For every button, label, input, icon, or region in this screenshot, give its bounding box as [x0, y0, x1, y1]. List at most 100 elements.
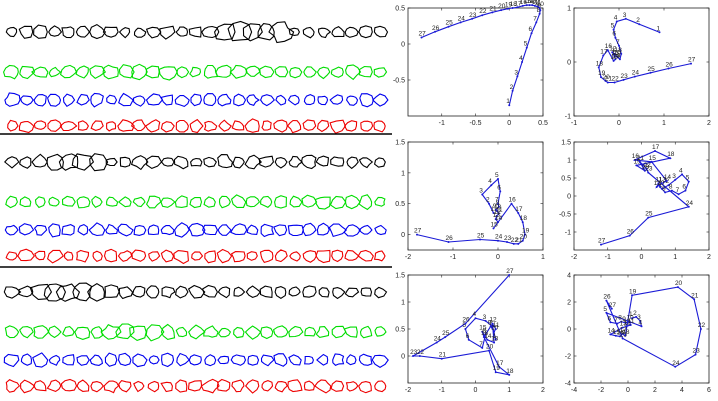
shape-outline — [90, 120, 104, 131]
trajectory-point — [684, 189, 687, 192]
shape-outline — [316, 353, 329, 366]
trajectory-point — [638, 23, 641, 26]
point-label: 5 — [611, 23, 615, 30]
point-label: 20 — [498, 3, 506, 10]
shape-outline — [160, 323, 176, 340]
trajectory-point — [639, 319, 642, 322]
trajectory-point — [489, 325, 492, 328]
shape-outline — [315, 155, 329, 167]
shape-outline — [146, 155, 163, 170]
trajectory-point — [628, 320, 631, 323]
x-tick-label: 0.5 — [538, 120, 548, 127]
point-label: 13 — [612, 50, 620, 57]
point-label: 8 — [537, 7, 541, 14]
point-label: 7 — [676, 187, 680, 194]
point-label: 6 — [682, 184, 686, 191]
trajectory-point — [635, 315, 638, 318]
trajectory-point — [687, 205, 690, 208]
shape-outline — [117, 196, 132, 208]
shape-outline — [4, 92, 21, 107]
point-label: 16 — [632, 153, 640, 160]
point-label: 1 — [493, 333, 497, 340]
shape-outline — [217, 154, 233, 169]
shape-outline — [173, 155, 189, 170]
y-tick-label: 0.5 — [395, 327, 405, 334]
trajectory-point — [659, 186, 662, 188]
shape-outline — [230, 251, 246, 263]
shape-outline — [373, 120, 386, 133]
trajectory-point — [611, 51, 614, 54]
shape-outline — [29, 283, 53, 300]
trajectory-point — [650, 160, 653, 163]
shape-outline — [46, 379, 62, 393]
shape-outline — [189, 157, 203, 167]
shape-outline — [106, 121, 117, 132]
trajectory-point — [609, 333, 612, 336]
shape-outline — [287, 224, 304, 237]
plot-frame — [573, 141, 710, 251]
trajectory-point — [604, 79, 607, 82]
shape-outline — [303, 380, 315, 391]
x-tick-label: 1 — [662, 120, 666, 127]
point-label: 20 — [603, 74, 611, 81]
shape-outline — [19, 65, 36, 80]
y-tick-label: -1 — [565, 114, 571, 121]
point-label: 3 — [514, 69, 518, 76]
shape-outline — [46, 153, 64, 171]
point-label: 1 — [491, 206, 495, 213]
shape-outline — [60, 378, 78, 392]
shape-outline — [160, 381, 173, 393]
shape-outline — [92, 250, 103, 263]
shape-outline — [287, 94, 300, 106]
trajectory-point — [491, 322, 494, 325]
trajectory-point — [602, 54, 605, 57]
shape-outline — [160, 94, 174, 106]
shape-rows-figure — [0, 20, 392, 394]
trajectory-point — [484, 333, 487, 336]
point-label: 7 — [616, 39, 620, 46]
shape-outline — [329, 119, 347, 134]
shape-outline — [88, 222, 106, 237]
shape-outline — [48, 223, 61, 238]
shape-outline — [261, 380, 274, 392]
point-label: 15 — [524, 0, 532, 5]
trajectory-point — [447, 25, 450, 28]
shape-outline — [48, 354, 61, 366]
shape-outline — [373, 25, 389, 38]
point-label: 1 — [657, 25, 661, 32]
shape-outline — [160, 197, 176, 208]
trajectory-point — [633, 159, 636, 161]
shape-outline — [304, 326, 317, 337]
shape-outline — [5, 251, 18, 261]
shape-outline — [330, 156, 345, 167]
shape-outline — [286, 119, 302, 134]
trajectory-point — [493, 330, 496, 333]
shape-outline — [19, 326, 34, 339]
trajectory-point — [530, 32, 533, 35]
shape-outline — [260, 326, 274, 340]
shape-outline — [245, 65, 261, 77]
trajectory-plot-3: -2 -1 0 100.511.512345678910111213141516171… — [395, 140, 545, 262]
shape-outline — [203, 325, 219, 338]
point-label: 22 — [612, 76, 620, 83]
shape-row-green — [4, 323, 387, 342]
trajectory-point — [435, 341, 438, 344]
shape-outline — [230, 223, 248, 236]
trajectory-point — [525, 46, 528, 49]
shape-outline — [318, 27, 332, 39]
point-label: 14 — [484, 333, 492, 340]
trajectory-point — [600, 76, 602, 79]
shape-outline — [33, 24, 48, 39]
point-label: 18 — [596, 60, 604, 67]
y-tick-label: 0.5 — [395, 201, 405, 208]
shape-outline — [33, 94, 47, 107]
shape-outline — [174, 222, 190, 238]
shape-outline — [148, 355, 160, 365]
point-label: 23 — [693, 348, 701, 355]
x-tick-label: 1 — [673, 254, 677, 261]
point-label: 15 — [613, 329, 621, 336]
shape-outline — [329, 94, 344, 105]
shape-outline — [32, 352, 49, 368]
point-label: 27 — [609, 302, 617, 309]
shape-outline — [46, 93, 62, 107]
